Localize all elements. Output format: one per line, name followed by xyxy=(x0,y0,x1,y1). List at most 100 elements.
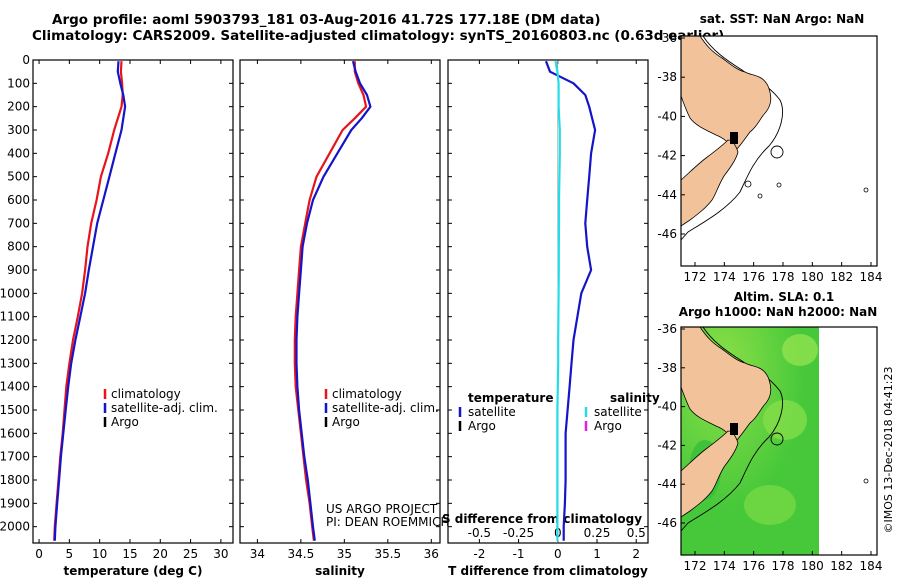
islet-contour-d xyxy=(863,187,869,193)
map-ytick-label: -38 xyxy=(657,70,677,84)
salinity-xtick-label: 35 xyxy=(337,547,352,561)
salinity-legend-label: climatology xyxy=(332,387,402,401)
depth-tick-label: 1700 xyxy=(0,450,30,464)
temperature-xtick-label: 5 xyxy=(66,547,74,561)
map-ytick-label: -40 xyxy=(657,400,677,414)
depth-tick-label: 1600 xyxy=(0,426,30,440)
chatham-contour xyxy=(770,145,784,159)
figure-title-line2: Climatology: CARS2009. Satellite-adjuste… xyxy=(32,28,725,44)
map-xtick-label: 182 xyxy=(830,270,853,284)
sst-map-depth-contour xyxy=(680,35,783,241)
temperature-xtick-label: 30 xyxy=(213,547,228,561)
map-ytick-label: -40 xyxy=(657,109,677,123)
islet-contour-c xyxy=(776,182,782,188)
salinity-legend-label: satellite-adj. clim. xyxy=(332,401,439,415)
temperature-x-axis-label: temperature (deg C) xyxy=(64,564,203,578)
map-xtick-label: 178 xyxy=(772,270,795,284)
sst-map-ticks: 172 174 176 178 180 182 184 -36 -38 -40 -42 -44 -46 xyxy=(657,31,882,284)
credit-text: ©IMOS 13-Dec-2018 04:41:23 xyxy=(882,367,895,534)
depth-tick-label: 1400 xyxy=(0,380,30,394)
depth-tick-label: 1100 xyxy=(0,310,30,324)
map-ytick-label: -38 xyxy=(657,361,677,375)
difference-top-tick-label: -0.25 xyxy=(503,526,534,540)
salinity-series-satellite-adj-clim- xyxy=(295,60,372,541)
salinity-panel: 34 34.5 35 35.5 36 salinity climatologysatelli… xyxy=(239,59,449,578)
depth-tick-label: 800 xyxy=(7,240,30,254)
temperature-xtick-label: 15 xyxy=(122,547,137,561)
salinity-xtick-label: 36 xyxy=(424,547,439,561)
sla-north-island-land xyxy=(680,326,772,442)
temperature-series-climatology xyxy=(53,61,124,541)
map-ytick-label: -36 xyxy=(657,31,677,45)
depth-tick-label: 200 xyxy=(7,100,30,114)
difference-legend-sal-label: Argo xyxy=(594,419,622,433)
map-xtick-label: 184 xyxy=(860,270,883,284)
depth-tick-label: 1200 xyxy=(0,333,30,347)
sla-islet-contour xyxy=(863,478,869,484)
difference-legend-temp-label: Argo xyxy=(468,419,496,433)
difference-xtick-label: 1 xyxy=(593,547,601,561)
islet-contour-b xyxy=(757,193,763,199)
map-xtick-label: 174 xyxy=(713,270,736,284)
map-xtick-label: 172 xyxy=(684,559,707,573)
sla-map-argo-location xyxy=(730,423,738,435)
depth-tick-label: 600 xyxy=(7,193,30,207)
map-xtick-label: 180 xyxy=(801,270,824,284)
depth-tick-label: 100 xyxy=(7,76,30,90)
sla-chatham-contour xyxy=(770,432,784,446)
difference-top-tick-label: 0.5 xyxy=(627,526,646,540)
sla-high-patch-c xyxy=(782,334,818,366)
temperature-legend-label: Argo xyxy=(111,415,139,429)
difference-xtick-label: -1 xyxy=(513,547,525,561)
sla-map-ticks: 172 174 176 178 180 182 184 -36 -38 -40 -42 -44 -46 xyxy=(657,322,882,573)
depth-tick-label: 1800 xyxy=(0,473,30,487)
map-xtick-label: 178 xyxy=(772,559,795,573)
salinity-xtick-label: 35.5 xyxy=(374,547,401,561)
map-xtick-label: 172 xyxy=(684,270,707,284)
difference-panel: -2 -1 0 1 2-0.5 -0.25 0 0.25 0.5S difference fro… xyxy=(442,59,660,578)
sst-map-frame xyxy=(680,35,878,267)
sla-high-patch-b xyxy=(744,485,796,525)
temperature-xtick-label: 20 xyxy=(153,547,168,561)
depth-tick-label: 1300 xyxy=(0,356,30,370)
sla-map-frame xyxy=(680,326,878,556)
map-xtick-label: 174 xyxy=(713,559,736,573)
temperature-xtick-label: 10 xyxy=(92,547,107,561)
depth-tick-label: 1500 xyxy=(0,403,30,417)
sla-map-title-line2: Argo h1000: NaN h2000: NaN xyxy=(679,305,878,319)
map-xtick-label: 176 xyxy=(742,559,765,573)
difference-legend-salinity-title: salinity xyxy=(610,391,660,405)
sst-map-title: sat. SST: NaN Argo: NaN xyxy=(700,12,865,26)
sla-south-island-land xyxy=(680,430,739,518)
map-xtick-label: 176 xyxy=(742,270,765,284)
depth-tick-label: 300 xyxy=(7,123,30,137)
temperature-xtick-label: 25 xyxy=(183,547,198,561)
map-ytick-label: -42 xyxy=(657,149,677,163)
depth-tick-label: 1900 xyxy=(0,496,30,510)
project-annotation: US ARGO PROJECT xyxy=(326,502,438,516)
map-ytick-label: -36 xyxy=(657,322,677,336)
map-xtick-label: 184 xyxy=(860,559,883,573)
difference-series-temperature-satellite xyxy=(544,60,597,541)
salinity-xtick-label: 34.5 xyxy=(288,547,315,561)
map-ytick-label: -46 xyxy=(657,516,677,530)
north-island-land xyxy=(680,35,772,151)
sla-map-depth-contour xyxy=(680,326,783,532)
map-ytick-label: -46 xyxy=(657,227,677,241)
temperature-plot-frame xyxy=(32,59,234,544)
project-annotation: PI: DEAN ROEMMICH xyxy=(326,515,449,529)
temperature-series-satellite-adj-clim- xyxy=(53,61,127,541)
salinity-plot-frame xyxy=(239,59,441,544)
difference-xtick-label: -2 xyxy=(473,547,485,561)
difference-top-tick-label: 0.25 xyxy=(584,526,611,540)
difference-top-axis-label: S difference from climatology xyxy=(442,512,642,526)
difference-legend-sal-label: satellite xyxy=(594,405,642,419)
map-xtick-label: 180 xyxy=(801,559,824,573)
temperature-xtick-label: 0 xyxy=(35,547,43,561)
map-ytick-label: -44 xyxy=(657,477,677,491)
difference-xtick-label: 0 xyxy=(554,547,562,561)
islet-contour-a xyxy=(744,180,752,188)
south-island-land xyxy=(680,139,739,227)
sla-high-patch-a xyxy=(763,400,807,440)
temperature-panel: 0 5 10 15 20 25 300100200300400500600700800900… xyxy=(0,53,234,578)
